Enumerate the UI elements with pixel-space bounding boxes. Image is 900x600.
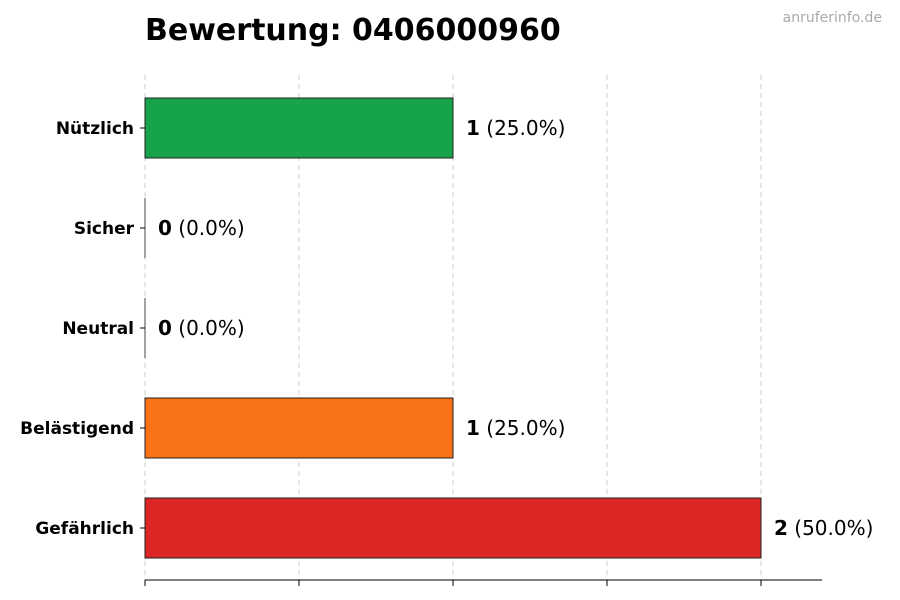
value-percent: (0.0%) <box>172 216 245 240</box>
category-label-sicher: Sicher <box>74 219 135 239</box>
category-label-neutral: Neutral <box>62 319 134 339</box>
value-count: 0 <box>158 316 172 340</box>
value-count: 0 <box>158 216 172 240</box>
category-label-bel-stigend: Belästigend <box>20 419 134 439</box>
axis-layer <box>140 127 822 586</box>
value-percent: (0.0%) <box>172 316 245 340</box>
bar-layer: Nützlich 1 (25.0%) Sicher 0 (0.0%) Neutral 0 … <box>20 97 873 559</box>
bar-gef-hrlich <box>144 497 762 559</box>
bar-n-tzlich <box>144 97 454 159</box>
value-label-neutral: 0 (0.0%) <box>158 316 245 340</box>
value-count: 2 <box>774 516 788 540</box>
value-count: 1 <box>466 416 480 440</box>
value-percent: (25.0%) <box>480 116 566 140</box>
value-label-sicher: 0 (0.0%) <box>158 216 245 240</box>
value-label-bel-stigend: 1 (25.0%) <box>466 416 565 440</box>
chart-title: Bewertung: 0406000960 <box>145 13 561 48</box>
bar-bel-stigend <box>144 397 454 459</box>
value-count: 1 <box>466 116 480 140</box>
value-label-gef-hrlich: 2 (50.0%) <box>774 516 873 540</box>
watermark: anruferinfo.de <box>783 10 882 26</box>
category-label-n-tzlich: Nützlich <box>56 119 134 139</box>
value-label-n-tzlich: 1 (25.0%) <box>466 116 565 140</box>
value-percent: (25.0%) <box>480 416 566 440</box>
category-label-gef-hrlich: Gefährlich <box>35 519 134 539</box>
value-percent: (50.0%) <box>788 516 874 540</box>
